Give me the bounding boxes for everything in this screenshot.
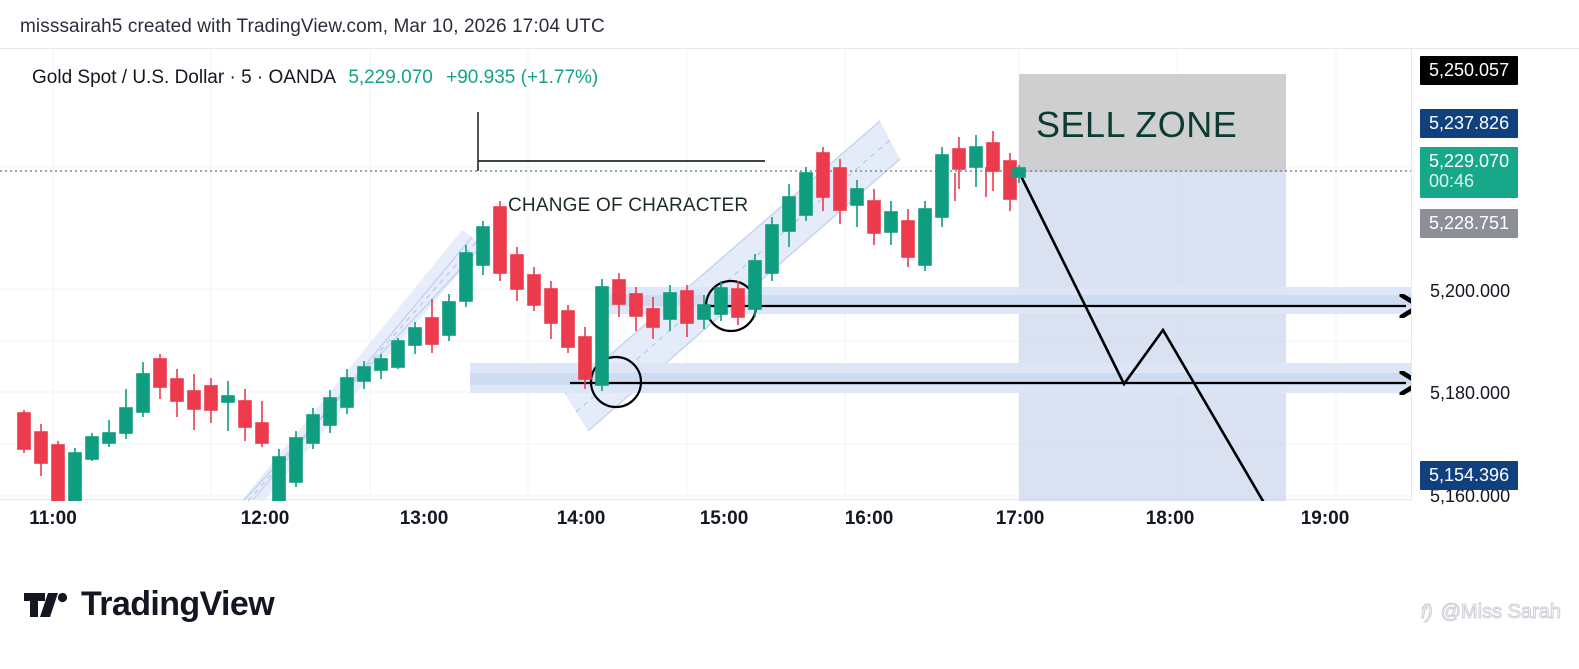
change-of-character-line[interactable] — [0, 112, 1411, 172]
tradingview-logo-icon — [24, 592, 68, 617]
price-badge-high: 5,250.057 — [1420, 56, 1519, 85]
price-tick-5180: 5,180.000 — [1430, 383, 1511, 403]
time-tick-1300: 13:00 — [399, 508, 449, 529]
chart-svg — [0, 49, 1411, 501]
time-tick-1700: 17:00 — [995, 508, 1045, 529]
price-badge-last: 5,229.070 00:46 — [1420, 147, 1519, 198]
chart-legend[interactable]: Gold Spot / U.S. Dollar · 5 · OANDA 5,22… — [32, 67, 598, 89]
legend-last-price: 5,229.070 — [348, 67, 433, 88]
candlestick-series — [17, 131, 1017, 501]
facebook-icon: f) — [1421, 601, 1434, 623]
forecast-region — [1019, 161, 1286, 501]
time-tick-1900: 19:00 — [1300, 508, 1350, 529]
legend-change: +90.935 (+1.77%) — [446, 67, 599, 88]
candlestick-series-recent — [954, 165, 1026, 201]
supply-zone-upper[interactable] — [608, 279, 1411, 333]
time-tick-1600: 16:00 — [844, 508, 894, 529]
sell-zone-label[interactable]: SELL ZONE — [1036, 104, 1238, 145]
watermark-handle: @Miss Sarah — [1440, 601, 1561, 624]
price-tick-5160: 5,160.000 — [1430, 486, 1511, 506]
tradingview-logo[interactable]: TradingView — [24, 585, 275, 624]
credit-line: misssairah5 created with TradingView.com… — [20, 16, 605, 37]
plot-area[interactable]: Gold Spot / U.S. Dollar · 5 · OANDA 5,22… — [0, 49, 1411, 501]
legend-symbol: Gold Spot / U.S. Dollar · 5 · OANDA — [32, 67, 336, 88]
price-badge-low-target[interactable]: 5,154.396 — [1420, 461, 1519, 490]
price-badge-prev-close: 5,228.751 — [1420, 209, 1519, 238]
time-tick-1500: 15:00 — [699, 508, 749, 529]
time-axis[interactable]: 11:00 12:00 13:00 14:00 15:00 16:00 17:0… — [0, 500, 1411, 552]
projection-path[interactable] — [1017, 171, 1284, 501]
change-of-character-label[interactable]: CHANGE OF CHARACTER — [508, 195, 749, 216]
tradingview-wordmark: TradingView — [81, 585, 275, 623]
supply-zone-lower[interactable] — [470, 355, 1411, 409]
time-tick-1200: 12:00 — [240, 508, 290, 529]
bar-countdown: 00:46 — [1429, 171, 1475, 191]
time-tick-1800: 18:00 — [1145, 508, 1195, 529]
price-axis[interactable]: 5,240.000 5,200.000 5,180.000 5,160.000 … — [1411, 49, 1579, 506]
price-badge-last-value: 5,229.070 — [1429, 151, 1510, 171]
author-watermark: f) @Miss Sarah — [1421, 601, 1562, 624]
chart-canvas[interactable]: Gold Spot / U.S. Dollar · 5 · OANDA 5,22… — [0, 48, 1579, 506]
price-tick-5200: 5,200.000 — [1430, 281, 1511, 301]
price-badge-upper-level[interactable]: 5,237.826 — [1420, 109, 1519, 138]
time-tick-1400: 14:00 — [556, 508, 606, 529]
sell-zone-box[interactable] — [1019, 74, 1286, 172]
time-tick-1100: 11:00 — [29, 508, 77, 529]
